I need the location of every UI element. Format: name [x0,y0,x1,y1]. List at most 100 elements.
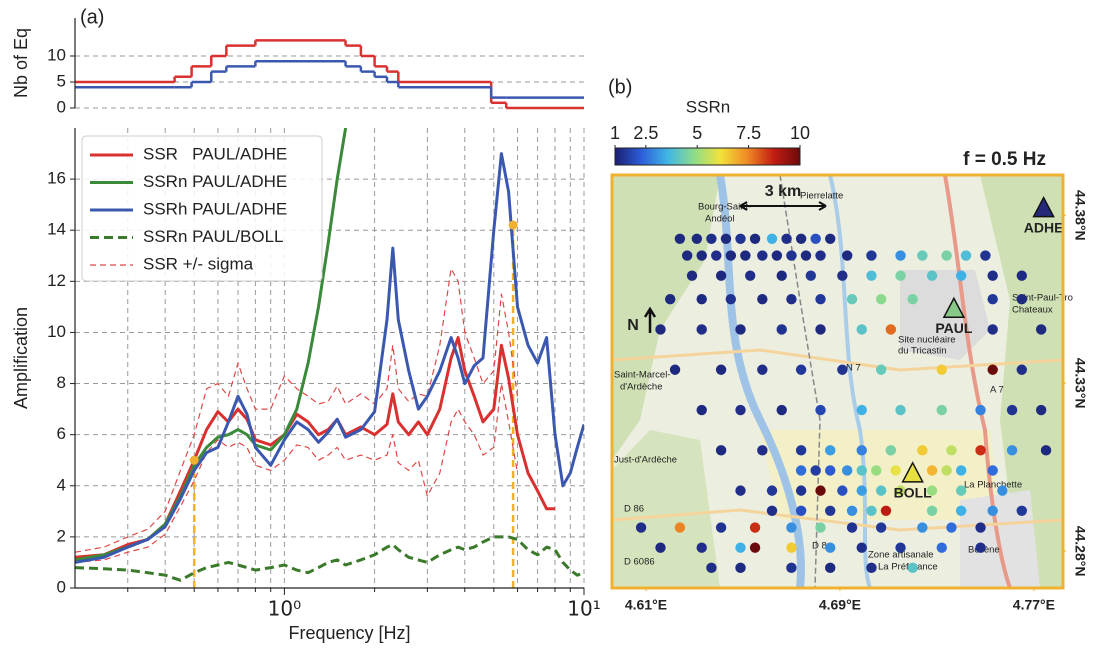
ssr-point [941,465,952,476]
ssr-point [846,505,858,516]
panel-label: (b) [608,76,632,98]
y-tick-label: 2 [57,526,66,545]
map-title: f = 0.5 Hz [963,149,1046,170]
ssr-point [720,233,732,244]
place-label: Saint-Marcel- [614,370,671,381]
ssr-point [837,485,848,496]
scale-bar [739,201,827,211]
ssr-point [691,233,703,244]
ssr-point [955,505,967,516]
ssr-point [749,522,761,533]
ssr-point [856,404,867,416]
ssr-point [771,250,783,261]
ssr-point [681,250,693,261]
y-tick-label: 0 [57,577,66,596]
ssr-point [825,542,836,553]
ssr-point [815,522,826,533]
y-tick-label: 44.38°N [1072,190,1088,241]
ssr-point [635,522,647,533]
y-axis-label: Amplification [11,307,31,409]
ssr-point [856,485,867,496]
ssr-point [740,250,751,261]
legend-label: SSR PAUL/ADHE [143,144,287,163]
y-tick-label: 10 [47,322,66,341]
ssr-point [786,562,797,574]
ssr-point [735,485,746,496]
ssr-point [871,465,882,476]
legend-box [81,135,323,282]
colorbar-tick-label: 1 [610,123,620,143]
ssr-point [917,445,928,456]
ssr-point [975,404,986,416]
ssr-point [757,294,768,305]
y-tick-label: 0 [57,97,66,116]
ssr-point [987,294,998,305]
place-label: A 7 [990,385,1004,396]
ssr-point [875,294,887,305]
ssr-point [696,250,707,261]
series-line [75,336,555,559]
ssr-point [1006,445,1018,456]
y-axis-label: Nb of Eq [11,28,31,98]
ssr-point [895,542,906,553]
ssr-point [735,233,746,244]
ssr-point [725,250,737,261]
station-label: ADHE [1024,219,1064,235]
x-tick-label: 4.77°E [1013,597,1055,613]
ssr-point [696,294,707,305]
place-label: N 7 [846,363,861,374]
x-axis-label: Frequency [Hz] [288,623,410,643]
ssr-point [795,445,807,456]
x-tick-label: 10⁰ [268,597,301,621]
ssr-point [875,522,887,533]
ssr-point [815,324,826,335]
y-tick-label: 8 [57,373,66,392]
ssr-point [880,505,892,516]
place-label: Pierrelatte [800,191,843,202]
ssr-point [946,522,957,533]
legend-label: SSR +/- sigma [143,254,254,273]
y-tick-label: 16 [47,169,66,188]
ssr-point [766,233,778,244]
ssr-point [715,522,727,533]
y-tick-label: 14 [47,220,66,239]
ssr-point [856,465,867,476]
y-tick-label: 44.33°N [1072,358,1088,409]
ssr-point [975,445,986,456]
station [942,296,966,319]
ssr-point [895,404,906,416]
ssr-point [810,465,821,476]
marker-dot [189,455,199,465]
ssr-point [715,445,727,456]
map-frame [610,173,1065,590]
ssr-point [1016,294,1027,305]
ssr-point [941,250,952,261]
place-label: Saint-Paul-Tro [1012,293,1073,304]
ssr-point [669,364,681,375]
ssr-point [841,250,853,261]
ssr-point [936,364,947,375]
ssr-point [890,465,901,476]
place-label: Zone artisanale [868,550,933,561]
colorbar-tick-label: 10 [790,123,810,143]
ssr-point [975,522,986,533]
ssr-point [866,270,877,281]
ssr-point [757,250,768,261]
ssr-point [856,324,867,335]
place-label: Bourg-Saint- [698,202,751,213]
ssr-point [926,505,938,516]
ssr-point [715,364,727,375]
colorbar-tick-label: 2.5 [633,123,658,143]
ssr-point [980,250,991,261]
ssr-point [866,250,877,261]
station [901,461,924,483]
ssr-point [655,324,666,335]
place-label: d'Ardèche [620,382,662,393]
ssr-point [776,270,787,281]
ssr-point [795,233,807,244]
ssr-point [856,542,867,553]
ssr-point [1040,445,1052,456]
ssr-point [837,270,848,281]
ssr-point [766,485,778,496]
